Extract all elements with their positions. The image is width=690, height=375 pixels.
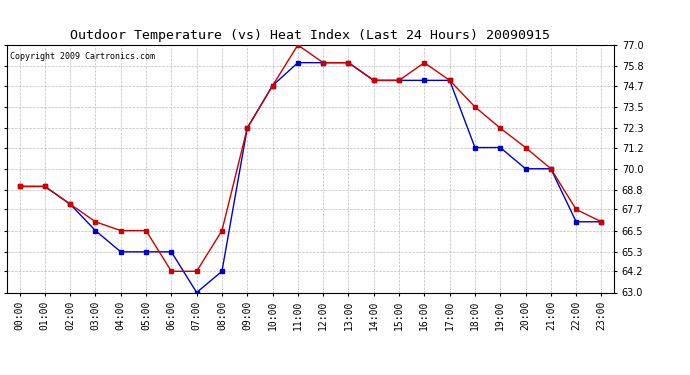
Title: Outdoor Temperature (vs) Heat Index (Last 24 Hours) 20090915: Outdoor Temperature (vs) Heat Index (Las…	[70, 30, 551, 42]
Text: Copyright 2009 Cartronics.com: Copyright 2009 Cartronics.com	[10, 53, 155, 62]
